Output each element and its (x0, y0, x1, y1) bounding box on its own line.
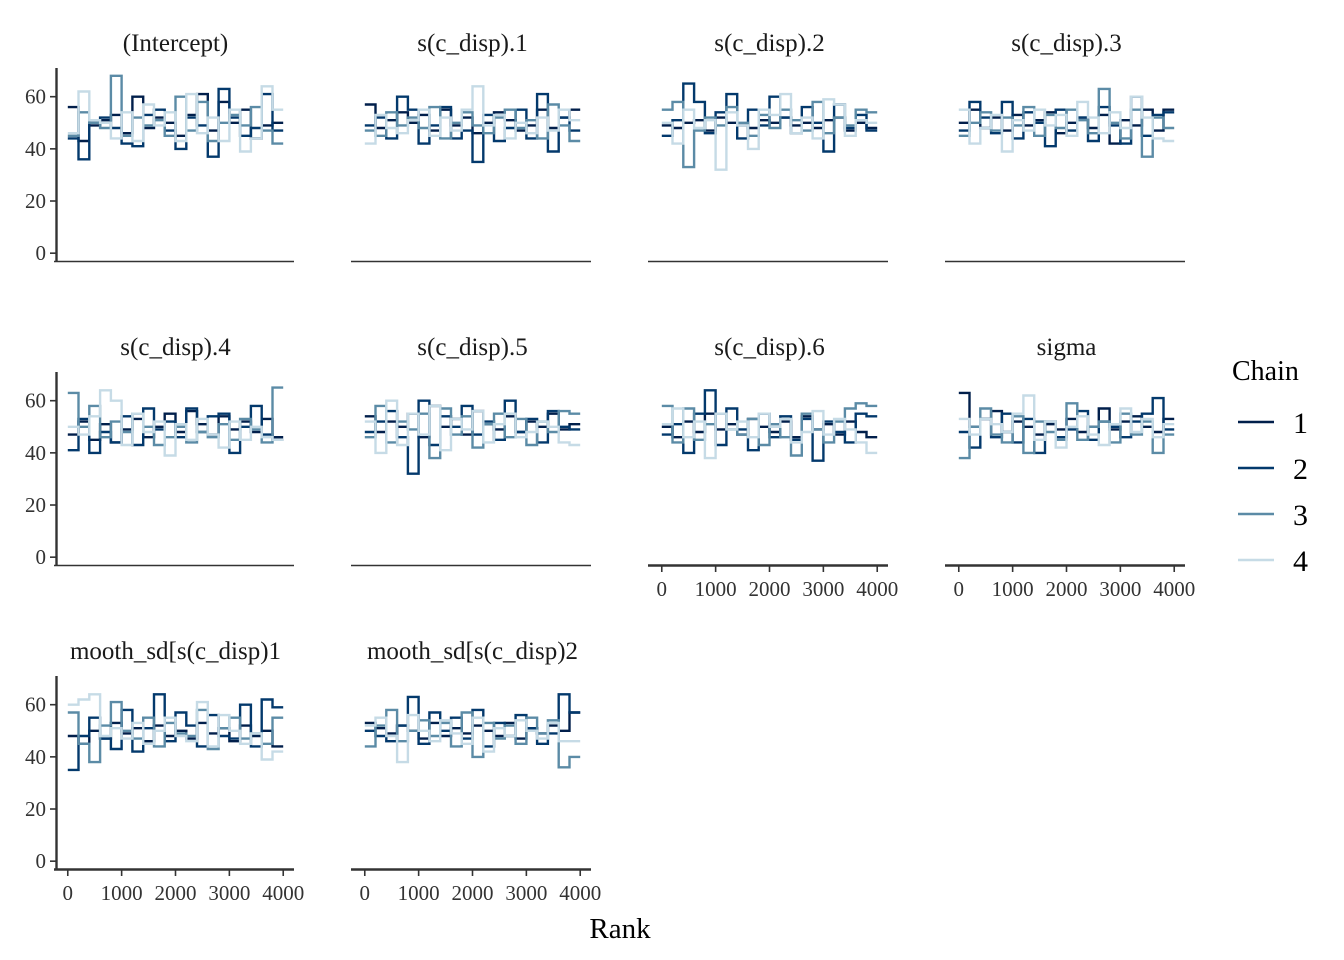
x-tick-label: 0 (657, 577, 668, 601)
x-tick-label: 2000 (749, 577, 791, 601)
chain-3-line (958, 402, 1175, 460)
y-tick-label: 20 (25, 797, 46, 821)
chain-4-line (661, 407, 878, 460)
x-tick-label: 3000 (802, 577, 844, 601)
panel-title: s(c_disp).4 (120, 334, 231, 361)
x-tick-label: 3000 (208, 881, 250, 905)
chain-4-line (661, 92, 878, 171)
chain-4-line (67, 85, 284, 153)
panel-title: (Intercept) (123, 30, 228, 57)
x-axis-title: Rank (589, 913, 651, 945)
panel-title: s(c_disp).1 (417, 30, 527, 57)
y-tick-label: 60 (25, 85, 46, 109)
chain-4-line (364, 85, 581, 145)
y-tick-label: 20 (25, 189, 46, 213)
x-tick-label: 2000 (155, 881, 197, 905)
legend-label: 1 (1293, 407, 1308, 440)
panel: sigma 0 1000 2000 3000 4000 (945, 334, 1195, 601)
x-tick-label: 4000 (1153, 577, 1195, 601)
panel: mooth_sd[s(c_disp)1 0 20 40 60 0 1000 2000 3000 4… (25, 638, 304, 905)
y-tick-label: 40 (25, 441, 46, 465)
y-tick-label: 40 (25, 745, 46, 769)
panel-title: s(c_disp).6 (714, 334, 824, 361)
panel: s(c_disp).3 (945, 30, 1185, 263)
panel: (Intercept) 0 20 40 60 (25, 30, 294, 265)
x-tick-label: 3000 (505, 881, 547, 905)
chain-4-line (364, 713, 581, 764)
chain-4-line (958, 95, 1175, 153)
panel: s(c_disp).2 (648, 30, 888, 263)
chain-4-line (364, 399, 581, 455)
panel: s(c_disp).4 0 20 40 60 (25, 334, 294, 569)
legend-label: 4 (1293, 545, 1308, 578)
panel: s(c_disp).1 (351, 30, 591, 263)
legend-label: 2 (1293, 453, 1308, 486)
panel-title: s(c_disp).2 (714, 30, 824, 57)
legend: Chain 1 2 3 4 (1232, 356, 1308, 578)
panel-title: mooth_sd[s(c_disp)1 (70, 638, 281, 665)
panel-title: s(c_disp).5 (417, 334, 527, 361)
x-tick-label: 0 (954, 577, 965, 601)
x-tick-label: 3000 (1099, 577, 1141, 601)
y-tick-label: 60 (25, 389, 46, 413)
y-tick-label: 0 (36, 545, 47, 569)
x-tick-label: 0 (63, 881, 74, 905)
x-tick-label: 2000 (452, 881, 494, 905)
panel: s(c_disp).5 (351, 334, 591, 567)
x-tick-label: 1000 (695, 577, 737, 601)
y-tick-label: 40 (25, 137, 46, 161)
x-tick-label: 0 (360, 881, 371, 905)
chain-4-line (67, 389, 284, 457)
x-tick-label: 1000 (398, 881, 440, 905)
y-tick-label: 0 (36, 241, 47, 265)
y-tick-label: 0 (36, 849, 47, 873)
x-tick-label: 2000 (1046, 577, 1088, 601)
chain-3-line (661, 402, 878, 457)
x-tick-label: 4000 (559, 881, 601, 905)
chain-2-line (364, 92, 581, 164)
x-tick-label: 4000 (262, 881, 304, 905)
panel-title: mooth_sd[s(c_disp)2 (367, 638, 578, 665)
legend-title: Chain (1232, 356, 1299, 387)
panel: mooth_sd[s(c_disp)2 0 1000 2000 3000 4000 (351, 638, 601, 905)
y-tick-label: 20 (25, 493, 46, 517)
panel-title: s(c_disp).3 (1011, 30, 1121, 57)
y-tick-label: 60 (25, 693, 46, 717)
x-tick-label: 1000 (992, 577, 1034, 601)
legend-label: 3 (1293, 499, 1308, 532)
chain-3-line (364, 103, 581, 143)
x-tick-label: 4000 (856, 577, 898, 601)
chain-3-line (661, 100, 878, 169)
panel: s(c_disp).6 0 1000 2000 3000 4000 (648, 334, 898, 601)
chain-4-line (67, 693, 284, 761)
x-tick-label: 1000 (101, 881, 143, 905)
chain-4-line (958, 394, 1175, 449)
panel-title: sigma (1037, 334, 1097, 361)
